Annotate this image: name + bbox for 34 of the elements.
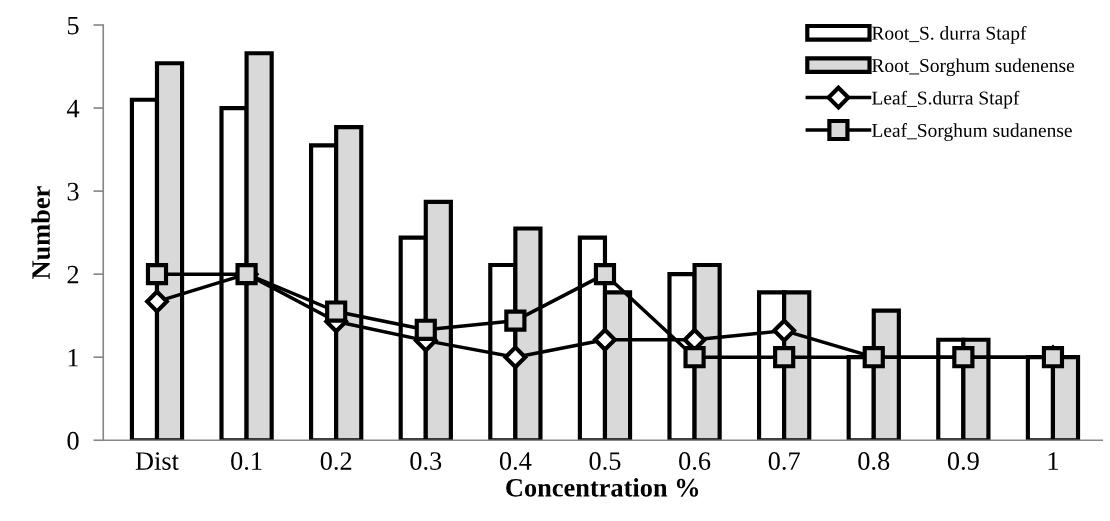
y-tick-label: 1 [68,348,79,367]
x-axis-title: Concentration % [506,478,699,497]
x-tick-label: 0.9 [947,452,979,471]
point [772,318,797,343]
x-tick-label: 0.6 [679,452,711,471]
point [504,309,527,332]
x-tick-label: 0.2 [320,452,352,471]
point [773,346,796,369]
point [145,289,169,314]
x-tick-label: 0.8 [858,452,890,471]
point [145,263,169,286]
legend-label: Leaf_S.durra Stapf [872,90,1020,109]
point [683,346,706,369]
point [325,300,348,323]
point [503,345,528,370]
x-tick-label: Dist [135,452,179,470]
legend-label: Root_Sorghum sudenense [872,58,1075,77]
legend-label: Leaf_Sorghum sudanense [872,123,1072,141]
point [414,318,437,341]
y-tick-label: 3 [67,182,79,201]
x-tick-label: 0.7 [768,452,800,471]
y-axis-title: Number [31,186,51,280]
point [593,263,617,286]
x-tick-label: 0.1 [231,452,262,471]
y-tick-label: 2 [67,265,79,284]
x-tick-label: 0.4 [499,452,532,471]
x-tick-label: 0.3 [410,452,442,471]
y-tick-label: 5 [67,16,79,35]
point [593,327,617,352]
x-tick-label: 1 [1048,452,1058,470]
x-tick-label: 0.5 [589,452,621,471]
y-tick-label: 4 [66,99,80,118]
y-tick-label: 0 [67,431,79,450]
legend-label: Root_S. durra Stapf [872,25,1027,44]
